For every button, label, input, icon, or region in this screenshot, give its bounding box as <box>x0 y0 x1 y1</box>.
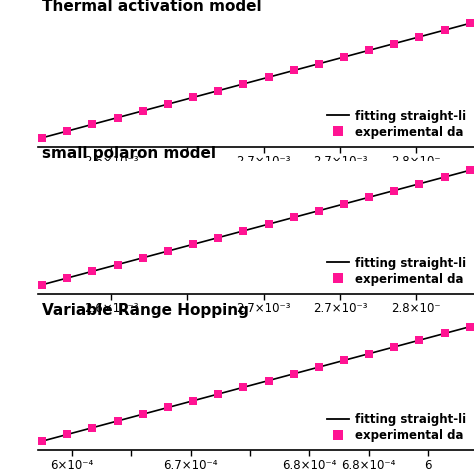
Legend: fitting straight-li, experimental da: fitting straight-li, experimental da <box>325 255 468 288</box>
Legend: fitting straight-li, experimental da: fitting straight-li, experimental da <box>325 411 468 445</box>
Legend: fitting straight-li, experimental da: fitting straight-li, experimental da <box>325 108 468 141</box>
X-axis label: T$^{-1}$/K: T$^{-1}$/K <box>235 319 277 339</box>
Text: small polaron model: small polaron model <box>42 146 216 161</box>
X-axis label: T$^{-1}$/K: T$^{-1}$/K <box>235 173 277 192</box>
Text: Variable Range Hopping: Variable Range Hopping <box>42 302 249 318</box>
Text: Thermal activation model: Thermal activation model <box>42 0 262 14</box>
